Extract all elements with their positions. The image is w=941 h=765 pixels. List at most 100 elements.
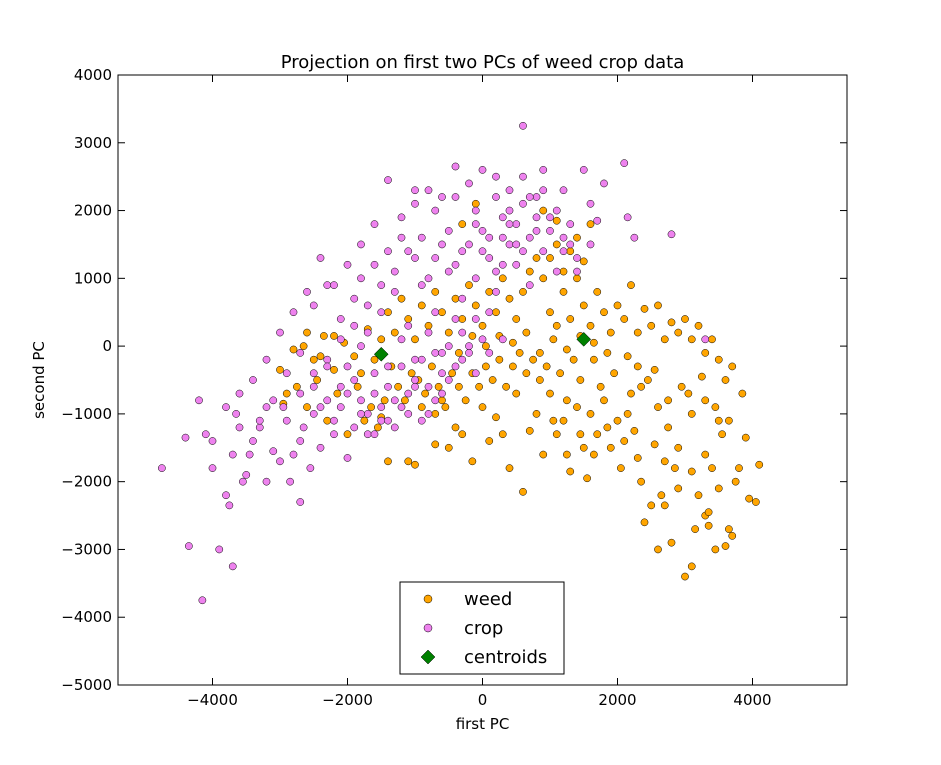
crop-point-114 bbox=[444, 227, 453, 235]
crop-point-95 bbox=[222, 403, 230, 411]
weed-point-186 bbox=[276, 365, 284, 374]
crop-point-167 bbox=[438, 349, 446, 357]
legend-marker-centroids bbox=[420, 649, 436, 665]
weed-point-98 bbox=[394, 382, 402, 391]
weed-point-15 bbox=[512, 389, 521, 398]
weed-point-209 bbox=[590, 338, 598, 347]
crop-point-3 bbox=[198, 596, 207, 605]
crop-point-6 bbox=[215, 545, 224, 554]
x-tick-label: 0 bbox=[478, 691, 488, 709]
weed-point-223 bbox=[471, 199, 480, 208]
weed-point-174 bbox=[417, 301, 426, 310]
x-tick-label: −4000 bbox=[187, 691, 238, 709]
crop-point-209 bbox=[586, 199, 595, 208]
weed-point-128 bbox=[600, 308, 608, 317]
crop-point-182 bbox=[343, 389, 352, 398]
crop-point-130 bbox=[444, 267, 453, 276]
weed-point-61 bbox=[701, 396, 710, 405]
weed-point-227 bbox=[674, 484, 683, 493]
weed-point-222 bbox=[539, 206, 548, 215]
weed-point-194 bbox=[650, 440, 659, 449]
crop-point-20 bbox=[296, 437, 305, 445]
crop-point-169 bbox=[465, 342, 473, 350]
weed-point-193 bbox=[630, 426, 639, 435]
weed-point-34 bbox=[633, 454, 642, 462]
crop-point-113 bbox=[431, 254, 440, 262]
weed-point-49 bbox=[718, 430, 726, 439]
weed-point-161 bbox=[505, 294, 514, 303]
weed-point-32 bbox=[620, 437, 629, 445]
crop-point-127 bbox=[404, 321, 413, 330]
crop-point-45 bbox=[451, 362, 460, 371]
crop-point-198 bbox=[465, 240, 473, 249]
weed-point-111 bbox=[282, 389, 291, 398]
crop-point-110 bbox=[390, 267, 399, 276]
weed-point-203 bbox=[664, 396, 672, 405]
weed-point-63 bbox=[677, 382, 686, 391]
y-tick-label: 2000 bbox=[74, 202, 112, 220]
crop-point-162 bbox=[370, 389, 379, 398]
crop-point-137 bbox=[539, 247, 548, 256]
weed-point-100 bbox=[380, 396, 389, 405]
weed-point-211 bbox=[563, 345, 571, 354]
weed-point-91 bbox=[441, 403, 450, 411]
weed-point-165 bbox=[478, 321, 487, 330]
crop-point-92 bbox=[262, 355, 271, 364]
crop-point-124 bbox=[363, 328, 372, 337]
y-axis-label: second PC bbox=[30, 341, 48, 419]
weed-point-220 bbox=[586, 220, 595, 228]
crop-point-202 bbox=[451, 193, 460, 201]
weed-point-70 bbox=[596, 382, 605, 391]
crop-point-49 bbox=[478, 335, 487, 344]
crop-point-154 bbox=[471, 369, 480, 378]
weed-point-212 bbox=[549, 335, 558, 344]
weed-point-125 bbox=[579, 301, 588, 310]
weed-point-225 bbox=[701, 450, 710, 459]
weed-point-64 bbox=[664, 423, 672, 432]
weed-point-151 bbox=[525, 267, 534, 276]
crop-point-78 bbox=[505, 206, 514, 215]
crop-point-150 bbox=[417, 416, 426, 425]
y-tick-label: −3000 bbox=[61, 540, 112, 558]
crop-point-27 bbox=[330, 430, 338, 439]
weed-point-181 bbox=[357, 369, 365, 378]
y-tick-label: −5000 bbox=[61, 676, 112, 694]
weed-point-82 bbox=[502, 382, 510, 391]
weed-point-169 bbox=[451, 294, 460, 303]
weed-point-54 bbox=[735, 464, 743, 472]
weed-point-33 bbox=[627, 389, 635, 398]
weed-point-160 bbox=[512, 315, 521, 323]
weed-point-22 bbox=[559, 416, 568, 425]
weed-point-202 bbox=[650, 365, 659, 374]
weed-point-80 bbox=[515, 349, 524, 357]
crop-point-83 bbox=[384, 176, 392, 184]
crop-point-155 bbox=[485, 349, 494, 357]
weed-point-90 bbox=[448, 369, 456, 378]
crop-point-82 bbox=[397, 213, 406, 222]
weed-point-162 bbox=[498, 274, 507, 283]
weed-point-47 bbox=[708, 464, 716, 472]
weed-point-141 bbox=[687, 335, 696, 344]
weed-point-173 bbox=[424, 321, 433, 330]
crop-point-37 bbox=[397, 362, 406, 371]
crop-point-163 bbox=[384, 362, 392, 371]
weed-point-76 bbox=[542, 362, 551, 371]
crop-point-186 bbox=[397, 403, 406, 411]
weed-point-7 bbox=[451, 423, 460, 432]
crop-point-71 bbox=[667, 230, 676, 239]
crop-point-148 bbox=[390, 396, 399, 405]
weed-point-156 bbox=[559, 267, 568, 276]
weed-point-106 bbox=[333, 389, 342, 398]
crop-point-100 bbox=[255, 416, 264, 425]
crop-point-85 bbox=[357, 240, 365, 249]
crop-point-16 bbox=[276, 457, 284, 466]
weed-point-19 bbox=[539, 450, 548, 459]
weed-point-89 bbox=[455, 382, 463, 391]
weed-point-102 bbox=[367, 403, 375, 411]
crop-point-161 bbox=[357, 342, 365, 350]
crop-point-144 bbox=[336, 403, 345, 411]
weed-point-180 bbox=[370, 355, 379, 364]
weed-point-213 bbox=[536, 349, 544, 357]
weed-point-218 bbox=[468, 332, 477, 340]
crop-point-14 bbox=[262, 477, 271, 486]
